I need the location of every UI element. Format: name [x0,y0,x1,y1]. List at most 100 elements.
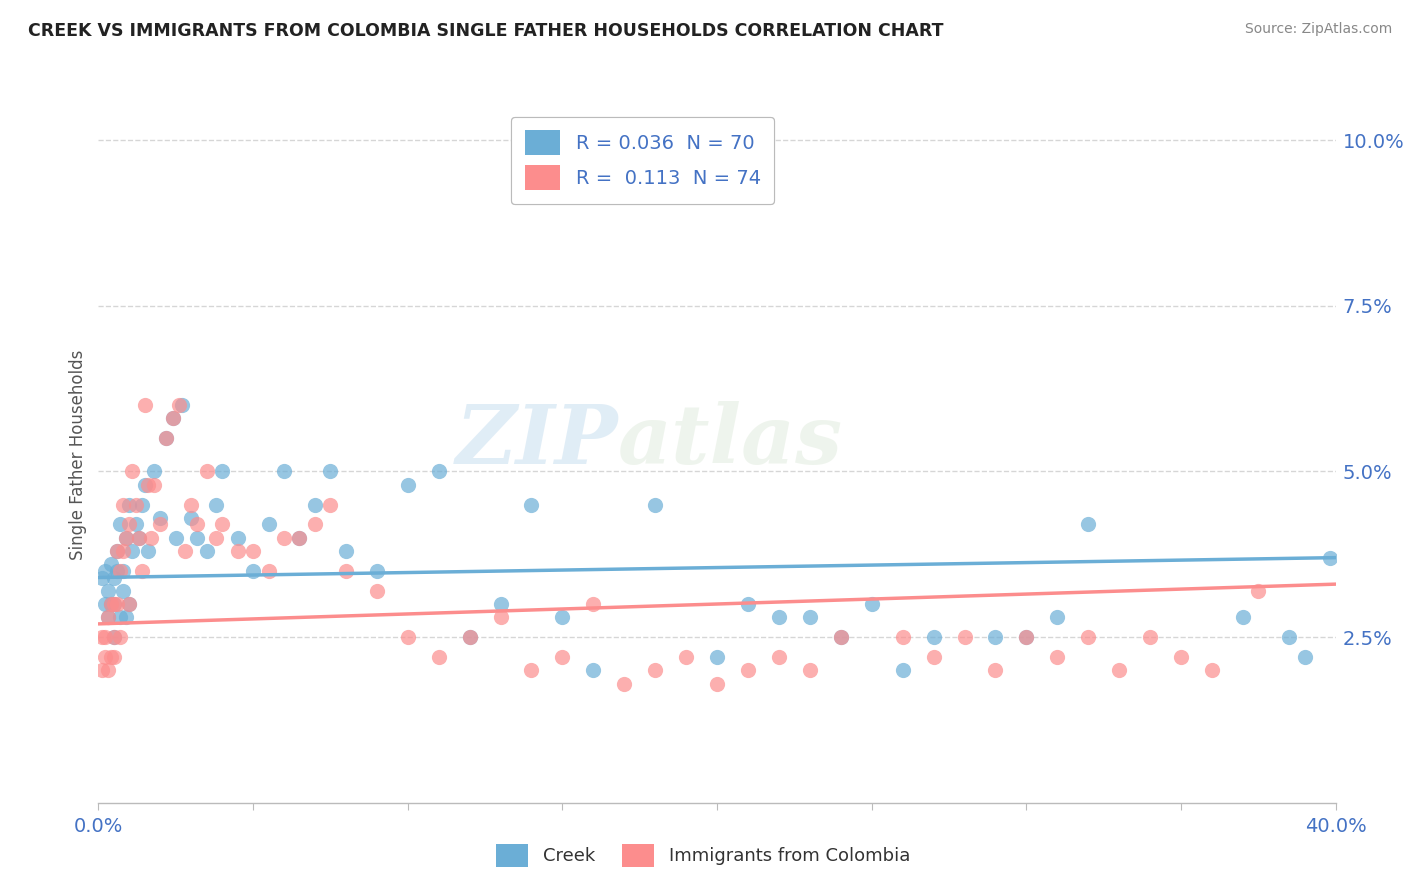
Point [211,517,233,532]
Point [131,564,153,578]
Point [131,498,153,512]
Point [205,531,228,545]
Point [97,610,120,624]
Point [1278,630,1301,644]
Point [124,517,146,532]
Point [1319,550,1341,565]
Point [143,477,166,491]
Point [335,564,357,578]
Point [108,610,131,624]
Point [427,465,450,479]
Point [1247,583,1270,598]
Point [304,517,326,532]
Point [108,517,131,532]
Point [100,650,122,665]
Legend: Creek, Immigrants from Colombia: Creek, Immigrants from Colombia [488,837,918,874]
Point [103,570,125,584]
Point [195,465,218,479]
Legend: R = 0.036  N = 70, R =  0.113  N = 74: R = 0.036 N = 70, R = 0.113 N = 74 [512,117,775,203]
Point [1294,650,1316,665]
Point [93,630,115,644]
Point [1015,630,1038,644]
Point [118,498,141,512]
Point [93,564,115,578]
Point [226,544,249,558]
Point [124,498,146,512]
Point [170,398,193,412]
Point [121,544,143,558]
Point [205,498,228,512]
Point [319,498,342,512]
Point [458,630,481,644]
Point [1077,517,1099,532]
Point [105,597,128,611]
Point [105,564,128,578]
Point [891,663,914,677]
Point [551,610,574,624]
Point [118,597,141,611]
Point [396,630,419,644]
Point [1077,630,1099,644]
Point [108,630,131,644]
Point [768,610,790,624]
Point [103,630,125,644]
Point [90,663,112,677]
Point [922,630,945,644]
Point [149,517,172,532]
Point [105,544,128,558]
Point [112,544,135,558]
Point [118,517,141,532]
Point [93,597,115,611]
Point [155,431,177,445]
Point [112,498,135,512]
Point [108,564,131,578]
Point [211,465,233,479]
Point [1170,650,1192,665]
Point [520,663,543,677]
Text: CREEK VS IMMIGRANTS FROM COLOMBIA SINGLE FATHER HOUSEHOLDS CORRELATION CHART: CREEK VS IMMIGRANTS FROM COLOMBIA SINGLE… [28,22,943,40]
Point [273,465,295,479]
Point [922,650,945,665]
Point [162,411,184,425]
Point [257,517,280,532]
Point [582,663,605,677]
Point [1108,663,1130,677]
Point [112,564,135,578]
Point [489,610,512,624]
Point [112,583,135,598]
Point [458,630,481,644]
Text: ZIP: ZIP [456,401,619,481]
Point [768,650,790,665]
Point [97,583,120,598]
Point [180,498,202,512]
Y-axis label: Single Father Households: Single Father Households [69,350,87,560]
Point [167,398,190,412]
Point [288,531,311,545]
Point [103,650,125,665]
Point [121,465,143,479]
Point [675,650,697,665]
Point [613,676,636,690]
Point [155,431,177,445]
Point [1139,630,1161,644]
Point [174,544,197,558]
Point [103,597,125,611]
Point [242,544,264,558]
Point [706,676,728,690]
Point [143,465,166,479]
Point [304,498,326,512]
Point [644,498,666,512]
Point [706,650,728,665]
Point [288,531,311,545]
Point [90,630,112,644]
Point [799,610,821,624]
Text: Source: ZipAtlas.com: Source: ZipAtlas.com [1244,22,1392,37]
Point [162,411,184,425]
Point [984,630,1007,644]
Point [582,597,605,611]
Point [118,597,141,611]
Point [860,597,883,611]
Point [93,650,115,665]
Point [520,498,543,512]
Point [319,465,342,479]
